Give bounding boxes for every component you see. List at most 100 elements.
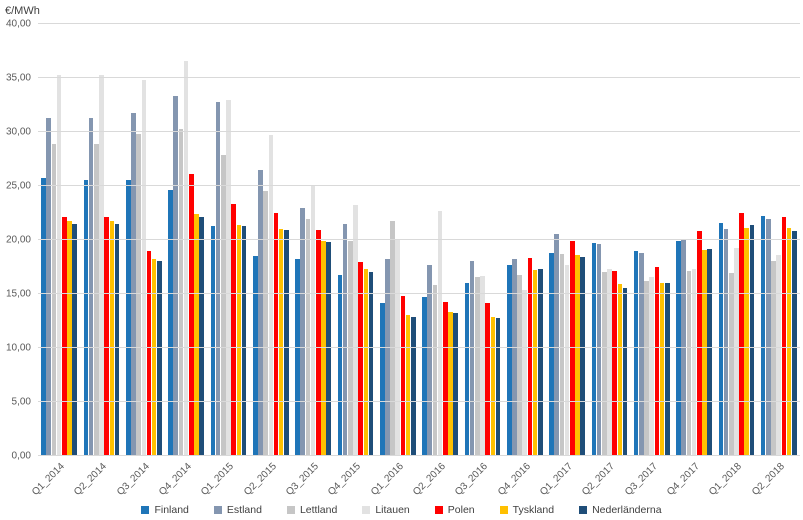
legend-item-estland: Estland bbox=[213, 504, 262, 516]
bar-group: Q2_2018 bbox=[750, 24, 800, 498]
legend-item-tyskland: Tyskland bbox=[499, 504, 554, 516]
bar-polen bbox=[696, 231, 702, 456]
bar-estland bbox=[342, 223, 348, 456]
x-axis-tick-label: Q4_2016 bbox=[495, 461, 533, 498]
bar-nederländerna bbox=[453, 313, 458, 456]
y-axis-tick-label: 20,00 bbox=[5, 234, 31, 246]
bar-lettland bbox=[771, 260, 776, 456]
bar-nederländerna bbox=[114, 223, 120, 456]
legend-swatch-icon bbox=[286, 506, 295, 514]
bar-lettland bbox=[517, 274, 522, 456]
bar-lettland bbox=[601, 272, 607, 456]
x-axis-tick-label: Q4_2017 bbox=[664, 461, 702, 498]
bar-polen bbox=[739, 213, 744, 456]
y-axis-title: €/MWh bbox=[5, 5, 40, 17]
bar-tyskland bbox=[151, 259, 157, 456]
bars bbox=[292, 24, 334, 456]
x-axis-tick-label: Q3_2017 bbox=[622, 461, 660, 498]
bar-estland bbox=[554, 233, 560, 456]
legend-label: Lettland bbox=[299, 504, 338, 516]
y-axis-tick-label: 40,00 bbox=[5, 18, 31, 30]
bar-group: Q3_2016 bbox=[453, 24, 503, 498]
bars bbox=[165, 24, 207, 456]
bar-group: Q3_2015 bbox=[284, 24, 334, 498]
bar-litauen bbox=[607, 269, 612, 456]
bar-tyskland bbox=[532, 270, 538, 456]
bar-nederländerna bbox=[665, 283, 670, 456]
x-axis-tick-label: Q1_2017 bbox=[538, 461, 575, 498]
bar-group: Q4_2014 bbox=[157, 24, 207, 498]
legend-swatch-icon bbox=[362, 506, 371, 514]
bar-lettland bbox=[178, 128, 184, 456]
bar-finland bbox=[760, 216, 766, 456]
bar-estland bbox=[131, 112, 136, 456]
legend-label: Finland bbox=[154, 504, 189, 516]
legend-swatch-icon bbox=[499, 506, 508, 514]
bar-lettland bbox=[263, 191, 268, 456]
bar-lettland bbox=[94, 143, 99, 456]
bar-polen bbox=[146, 250, 152, 456]
bar-polen bbox=[612, 271, 617, 456]
bar-group: Q2_2017 bbox=[580, 24, 630, 498]
bar-finland bbox=[252, 256, 258, 456]
bar-nederländerna bbox=[792, 231, 797, 456]
bar-lettland bbox=[432, 285, 438, 456]
bar-finland bbox=[464, 283, 470, 456]
bar-estland bbox=[258, 169, 263, 456]
bar-nederländerna bbox=[749, 224, 755, 456]
bar-litauen bbox=[649, 276, 655, 456]
bar-tyskland bbox=[278, 229, 284, 456]
bar-finland bbox=[168, 190, 173, 456]
bar-lettland bbox=[305, 219, 311, 456]
bar-estland bbox=[723, 229, 729, 456]
bar-groups-container: Q1_2014 Q2_2014 Q3_2014 Q4_2014 Q1_2015 Q2_20… bbox=[30, 24, 800, 498]
bar-group: Q1_2018 bbox=[707, 24, 757, 498]
x-axis-tick-label: Q3_2014 bbox=[114, 461, 152, 498]
gridline bbox=[38, 401, 800, 402]
gridline bbox=[38, 347, 800, 348]
bar-nederländerna bbox=[622, 287, 628, 456]
bar-estland bbox=[88, 117, 94, 456]
legend: Finland Estland Lettland Litauen Polen Tyskla… bbox=[0, 503, 803, 517]
bars bbox=[377, 24, 419, 456]
bar-nederländerna bbox=[199, 217, 204, 456]
bar-group: Q1_2015 bbox=[199, 24, 249, 498]
bar-nederländerna bbox=[411, 316, 416, 456]
bars bbox=[334, 24, 376, 456]
bar-litauen bbox=[564, 264, 570, 456]
bar-litauen bbox=[99, 74, 104, 456]
legend-swatch-icon bbox=[213, 506, 222, 514]
bar-tyskland bbox=[109, 220, 115, 456]
x-axis-tick-label: Q4_2015 bbox=[326, 461, 364, 498]
legend-swatch-icon bbox=[434, 506, 443, 514]
bar-polen bbox=[485, 302, 490, 456]
legend-item-lettland: Lettland bbox=[286, 504, 338, 516]
bar-estland bbox=[766, 219, 771, 456]
bar-nederländerna bbox=[707, 248, 712, 456]
bar-group: Q1_2016 bbox=[369, 24, 419, 498]
bar-tyskland bbox=[490, 316, 496, 456]
legend-item-finland: Finland bbox=[141, 504, 189, 516]
bars bbox=[758, 24, 800, 456]
bar-finland bbox=[41, 178, 46, 456]
bar-tyskland bbox=[236, 224, 242, 456]
bar-lettland bbox=[51, 143, 57, 456]
bar-estland bbox=[300, 207, 306, 456]
bar-finland bbox=[125, 179, 131, 456]
bar-estland bbox=[427, 264, 433, 456]
bar-group: Q4_2017 bbox=[665, 24, 715, 498]
bar-lettland bbox=[559, 254, 565, 456]
plot-area: Q1_2014 Q2_2014 Q3_2014 Q4_2014 Q1_2015 Q2_20… bbox=[6, 19, 800, 498]
bar-lettland bbox=[220, 154, 226, 456]
bar-tyskland bbox=[702, 249, 707, 456]
bar-finland bbox=[591, 243, 597, 456]
bar-litauen bbox=[56, 74, 62, 456]
bar-finland bbox=[83, 179, 89, 456]
bars bbox=[80, 24, 122, 456]
bars bbox=[673, 24, 715, 456]
gridline bbox=[38, 23, 800, 24]
bar-tyskland bbox=[67, 220, 72, 456]
bar-nederländerna bbox=[241, 225, 247, 456]
legend-label: Litauen bbox=[375, 504, 410, 516]
bar-finland bbox=[295, 259, 300, 456]
